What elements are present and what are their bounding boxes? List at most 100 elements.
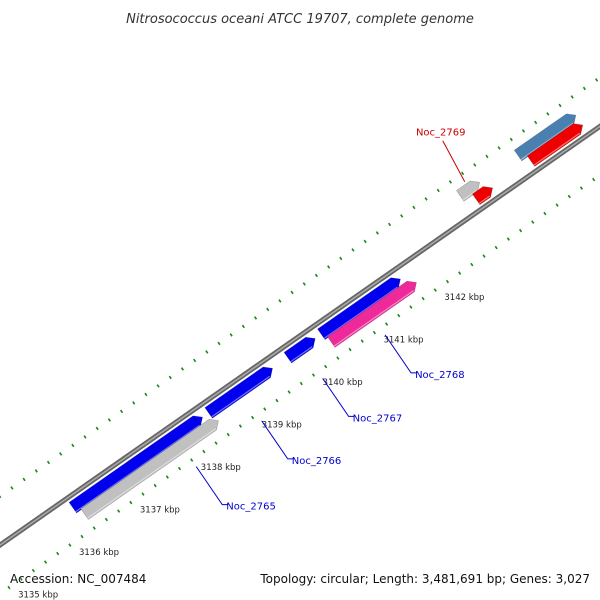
tick-rings [0,78,599,590]
gene-bevel [333,290,414,347]
tick-outer [387,222,392,227]
tick-outer [193,358,197,363]
gene-arrow [283,336,316,364]
tick-inner [445,279,450,284]
tick-inner [397,313,401,318]
gene-bevel [462,189,478,201]
gene-bevel [478,195,491,204]
tick-inner [214,441,218,445]
tick-outer [412,205,416,210]
tick-inner [360,339,364,343]
gene-bevel [323,286,398,339]
tick-inner [275,398,279,403]
tick-outer [0,495,2,499]
tick-inner [555,203,559,207]
tick-outer [436,188,440,193]
scale-label: 3136 kbp [79,548,119,558]
tick-inner [324,364,328,369]
gene-label: Noc_2769 [416,128,466,139]
scale-label: 3140 kbp [323,378,363,388]
gene-arrow [68,415,203,514]
tick-inner [409,305,413,309]
label-leader [195,466,229,506]
tick-inner [141,492,145,496]
gene-features [68,113,584,520]
gene-label: Noc_2768 [415,370,465,381]
backbone-highlight [0,125,600,546]
tick-inner [482,254,486,258]
scale-label: 3139 kbp [262,420,302,430]
tick-inner [7,585,11,590]
tick-outer [485,154,489,159]
tick-inner [129,500,133,505]
tick-outer [448,180,452,184]
tick-outer [509,137,513,142]
tick-inner [311,373,316,377]
tick-outer [521,129,526,133]
scale-label: 3138 kbp [201,463,241,473]
map-title: Nitrosococcus oceani ATCC 19707, complet… [126,12,474,27]
tick-inner [385,322,389,326]
genome-summary-text: Topology: circular; Length: 3,481,691 bp… [260,572,590,586]
gene-bevel [211,375,271,418]
tick-inner [104,517,109,522]
tick-inner [177,466,182,471]
tick-outer [473,163,477,167]
tick-inner [19,577,23,581]
gene-bevel [290,346,313,363]
tick-inner [567,194,571,199]
tick-outer [351,248,355,252]
tick-inner [238,424,242,428]
tick-inner [421,296,425,301]
tick-outer [339,256,343,261]
gene-bevel [533,132,581,166]
tick-outer [595,78,599,82]
accession-text: Accession: NC_007484 [10,572,147,586]
tick-inner [165,475,169,479]
gene-bevel [75,424,200,513]
scale-label: 3137 kbp [140,505,180,515]
tick-outer [375,231,379,235]
gene-bevel [520,122,574,161]
tick-outer [400,214,404,218]
tick-outer [156,384,160,388]
gene-arrow [80,418,219,520]
gene-label: Noc_2765 [226,502,276,513]
tick-inner [202,449,206,454]
tick-outer [71,443,75,448]
tick-inner [433,288,437,292]
tick-inner [31,568,35,573]
tick-inner [518,228,523,233]
tick-outer [497,146,501,150]
tick-outer [266,307,270,312]
tick-outer [327,265,331,269]
gene-arrow [327,280,417,348]
tick-outer [229,333,233,337]
tick-inner [92,526,96,530]
label-leader [322,378,355,417]
tick-inner [56,551,60,556]
tick-outer [10,486,14,490]
tick-outer [302,282,306,286]
tick-outer [217,341,221,346]
label-leader [442,140,466,182]
tick-outer [205,350,209,354]
tick-outer [59,452,63,456]
tick-outer [180,367,185,371]
scale-label: 3141 kbp [383,335,423,345]
tick-outer [558,103,562,108]
tick-inner [226,432,230,437]
tick-inner [506,237,510,241]
tick-outer [314,273,319,278]
tick-outer [132,401,136,405]
tick-inner [470,262,474,267]
tick-inner [543,211,547,216]
tick-inner [190,458,194,462]
tick-outer [83,435,87,439]
tick-inner [153,483,157,488]
tick-inner [372,330,376,335]
gene-labels: Noc_2765 Noc_2766 Noc_2767 Noc_2768 Noc_2769 [195,128,466,513]
tick-inner [579,186,584,190]
tick-outer [144,392,148,397]
